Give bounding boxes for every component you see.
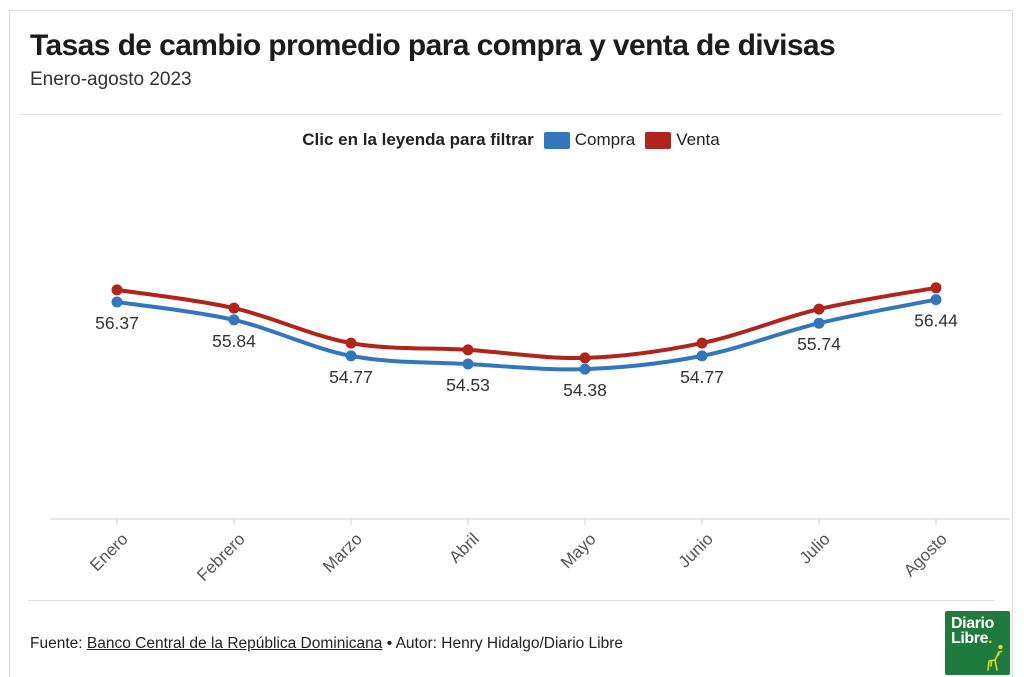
logo-line2: Libre. xyxy=(951,630,993,647)
giraffe-icon xyxy=(987,644,1003,671)
x-axis-label: Febrero xyxy=(193,529,249,585)
author-credit: • Autor: Henry Hidalgo/Diario Libre xyxy=(382,635,624,652)
compra-data-point[interactable] xyxy=(930,294,942,306)
compra-line[interactable] xyxy=(115,297,938,372)
logo-dot: . xyxy=(988,630,993,647)
data-point-label: 54.77 xyxy=(680,367,724,387)
venta-data-point[interactable] xyxy=(228,302,240,314)
x-axis-label: Abril xyxy=(445,529,482,566)
x-axis-label: Junio xyxy=(675,529,717,571)
venta-line[interactable] xyxy=(115,285,938,361)
diario-libre-logo: Diario Libre. xyxy=(945,611,1010,675)
venta-data-point[interactable] xyxy=(111,284,123,296)
compra-data-point[interactable] xyxy=(111,296,123,308)
chart-header: Tasas de cambio promedio para compra y v… xyxy=(30,29,982,91)
legend: Clic en la leyenda para filtrar Compra V… xyxy=(10,125,1012,155)
data-point-label: 55.84 xyxy=(212,331,256,351)
data-point-label: 54.77 xyxy=(329,367,373,387)
data-point-label: 54.38 xyxy=(563,380,607,400)
source-label: Fuente: xyxy=(30,635,87,652)
x-axis-label: Mayo xyxy=(557,529,600,572)
legend-label-venta: Venta xyxy=(676,130,720,149)
chart-title: Tasas de cambio promedio para compra y v… xyxy=(30,29,836,62)
header-divider xyxy=(20,114,1002,115)
compra-data-point[interactable] xyxy=(696,350,708,362)
data-point-label: 56.37 xyxy=(95,313,139,333)
compra-data-point[interactable] xyxy=(345,350,357,362)
logo-line1: Diario xyxy=(951,615,994,632)
compra-data-point[interactable] xyxy=(813,317,825,329)
venta-data-point[interactable] xyxy=(345,337,357,349)
venta-swatch-icon xyxy=(645,131,672,149)
x-axis-label: Marzo xyxy=(319,529,366,576)
chart-card: Tasas de cambio promedio para compra y v… xyxy=(9,10,1013,677)
compra-swatch-icon xyxy=(543,131,570,149)
venta-data-point[interactable] xyxy=(813,303,825,315)
venta-data-point[interactable] xyxy=(696,337,708,349)
footer-divider xyxy=(28,600,994,601)
compra-data-point[interactable] xyxy=(228,314,240,326)
venta-data-point[interactable] xyxy=(579,352,591,364)
venta-data-point[interactable] xyxy=(930,282,942,294)
venta-data-point[interactable] xyxy=(462,344,474,356)
data-point-label: 56.44 xyxy=(914,311,958,331)
footer: Fuente: Banco Central de la República Do… xyxy=(30,635,623,653)
source-link[interactable]: Banco Central de la República Dominicana xyxy=(86,635,383,652)
x-axis-label: Julio xyxy=(796,529,834,567)
data-point-label: 55.74 xyxy=(797,334,841,354)
line-chart[interactable]: Enero Febrero Marzo Abril Mayo Junio Julio Agos… xyxy=(10,151,1024,611)
data-point-label: 54.53 xyxy=(446,375,490,395)
legend-item-venta[interactable]: Venta xyxy=(645,130,720,150)
legend-item-compra[interactable]: Compra xyxy=(543,130,636,150)
x-axis-label: Enero xyxy=(86,529,132,575)
legend-hint: Clic en la leyenda para filtrar xyxy=(302,130,534,149)
chart-subtitle: Enero-agosto 2023 xyxy=(30,69,192,90)
x-axis-label: Agosto xyxy=(900,529,951,580)
legend-label-compra: Compra xyxy=(574,130,636,149)
compra-data-point[interactable] xyxy=(579,363,591,375)
compra-data-point[interactable] xyxy=(462,358,474,370)
